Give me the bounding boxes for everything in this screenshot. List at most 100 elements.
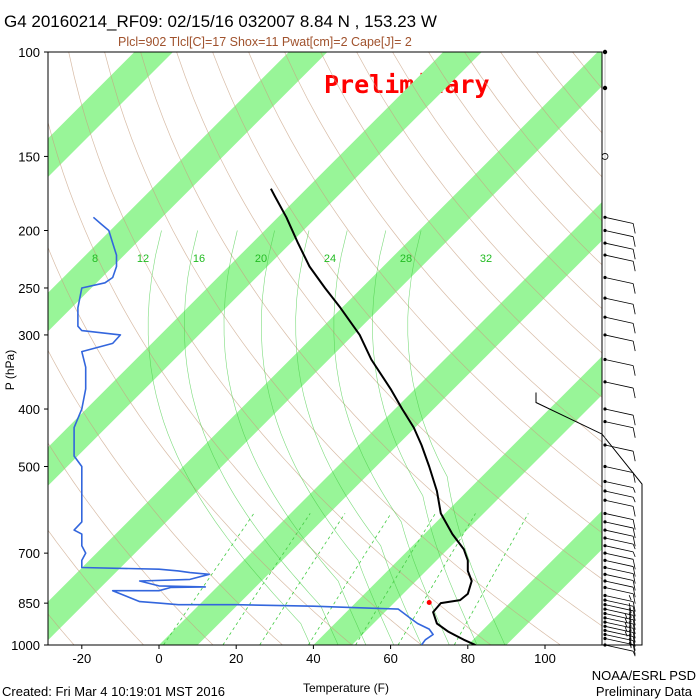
x-tick-label: 40 <box>306 651 320 666</box>
barb-feather <box>632 606 636 617</box>
mixing-ratio-label: 20 <box>255 253 267 265</box>
wind-barb <box>603 598 636 618</box>
sounding-series <box>73 188 476 645</box>
wind-barb <box>603 607 636 627</box>
moist-adiabat <box>147 230 311 645</box>
dry-adiabat <box>572 52 602 90</box>
wind-barb <box>603 296 636 315</box>
mixing-ratio-line <box>453 513 529 645</box>
axes: 100 150 200 250 300 400 500 700 850 1000 -20 0 20 40 6… <box>3 45 556 695</box>
dry-adiabat <box>284 52 602 443</box>
isotherm-band <box>48 52 328 332</box>
barb-feather <box>632 619 636 630</box>
barb-feather <box>632 628 636 639</box>
isotherm-band <box>48 52 602 641</box>
barb-staff <box>604 359 634 367</box>
mixing-ratio-label: 16 <box>193 253 205 265</box>
barb-feather <box>632 341 636 352</box>
barb-feather <box>632 365 636 376</box>
barb-staff <box>604 537 634 545</box>
barb-feather <box>632 573 636 584</box>
dry-adiabat <box>104 52 562 645</box>
barb-feather <box>628 616 632 627</box>
barb-staff <box>604 545 634 553</box>
barb-staff <box>604 608 634 616</box>
plot-frame <box>47 51 643 646</box>
barb-feather <box>632 519 636 530</box>
dry-adiabat <box>392 52 602 310</box>
y-tick-label: 700 <box>18 546 40 561</box>
dry-adiabat <box>48 613 75 645</box>
barb-feather <box>632 610 636 621</box>
mixing-ratio-label: 24 <box>324 253 336 265</box>
x-axis-label: Temperature (F) <box>303 681 389 695</box>
dry-adiabat <box>68 52 492 645</box>
dry-adiabat <box>48 349 284 645</box>
dry-adiabat <box>248 52 602 488</box>
moist-adiabat <box>333 230 450 645</box>
axis-labels: 8 12 16 20 24 28 32 <box>92 253 492 265</box>
mixing-ratio-label: 8 <box>92 253 98 265</box>
isotherm-band <box>48 52 482 486</box>
dry-adiabat <box>176 52 602 580</box>
dry-adiabat <box>212 52 602 534</box>
isotherm-band <box>622 52 700 645</box>
isotherm-band <box>313 356 602 645</box>
barb-feather <box>628 638 632 649</box>
wind-barb <box>603 565 636 584</box>
wind-barb <box>603 579 636 598</box>
y-axis-label: P (hPa) <box>3 350 17 390</box>
y-tick-label: 850 <box>18 596 40 611</box>
barb-feather <box>632 323 636 334</box>
dry-adiabat <box>320 52 602 398</box>
barb-staff <box>604 444 634 452</box>
barb-feather <box>628 612 632 623</box>
barb-staff <box>604 573 634 581</box>
barb-staff <box>604 466 634 474</box>
wind-barb <box>603 585 636 604</box>
isotherm-band <box>48 52 173 177</box>
barb-feather <box>632 636 636 647</box>
barb-staff <box>604 567 634 575</box>
barb-feather <box>632 593 636 604</box>
barb-staff <box>604 617 634 625</box>
barb-feather <box>632 587 636 598</box>
y-tick-label: 1000 <box>11 638 40 653</box>
wind-barb <box>603 636 636 655</box>
barb-feather <box>632 623 636 635</box>
wind-barb <box>603 528 636 547</box>
x-tick-label: 60 <box>383 651 397 666</box>
barb-staff <box>604 621 634 629</box>
wind-barb <box>603 443 636 462</box>
wind-barb <box>603 593 636 614</box>
barb-staff <box>604 604 634 612</box>
barb-staff <box>604 481 634 489</box>
moist-adiabat <box>407 230 506 645</box>
barb-staff <box>604 630 634 637</box>
barb-staff <box>604 421 634 429</box>
barb-feather <box>628 603 632 614</box>
barb-staff <box>604 408 634 416</box>
wind-barb <box>603 603 636 623</box>
wind-barb <box>603 407 636 426</box>
barb-feather <box>624 631 628 637</box>
dry-adiabat <box>48 121 423 645</box>
credit-organization: NOAA/ESRL PSD <box>591 668 696 683</box>
y-tick-label: 250 <box>18 281 40 296</box>
barb-staff <box>604 644 634 652</box>
barb-staff <box>604 242 634 250</box>
barb-feather <box>628 625 632 636</box>
barb-feather <box>632 497 636 503</box>
dewpoint-line <box>73 216 434 645</box>
mixing-ratio-line <box>259 513 346 645</box>
wind-barb <box>603 228 636 247</box>
barb-feather <box>632 644 636 655</box>
plot-border <box>47 51 603 646</box>
barb-feather <box>632 580 636 591</box>
barb-feather <box>632 527 636 539</box>
barb-feather <box>628 607 632 618</box>
isotherm-band <box>0 52 19 645</box>
barb-feather <box>624 613 628 619</box>
wind-barb <box>603 479 636 493</box>
